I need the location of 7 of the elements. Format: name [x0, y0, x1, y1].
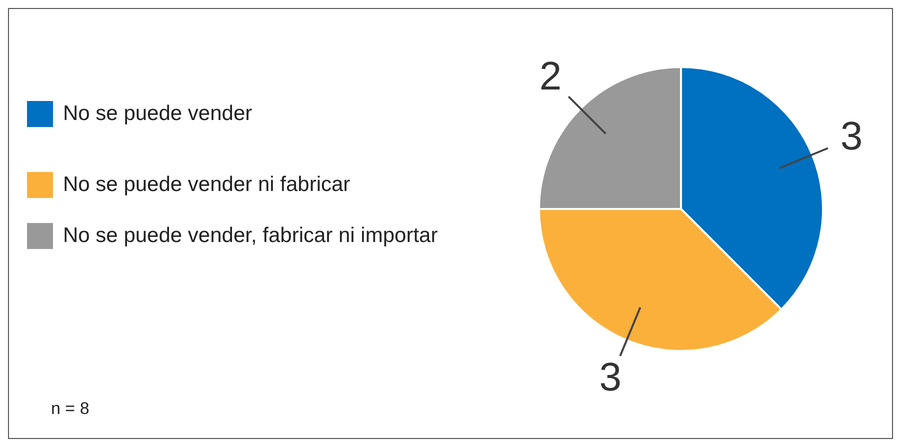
- data-label: 3: [599, 356, 622, 400]
- data-label: 3: [840, 114, 863, 158]
- data-label: 2: [539, 54, 562, 98]
- text: n = 8: [51, 399, 90, 419]
- legend-label: No se puede vender: [63, 102, 252, 126]
- legend-label: No se puede vender ni fabricar: [63, 173, 350, 197]
- legend-label: No se puede vender, fabricar ni importar: [63, 224, 438, 248]
